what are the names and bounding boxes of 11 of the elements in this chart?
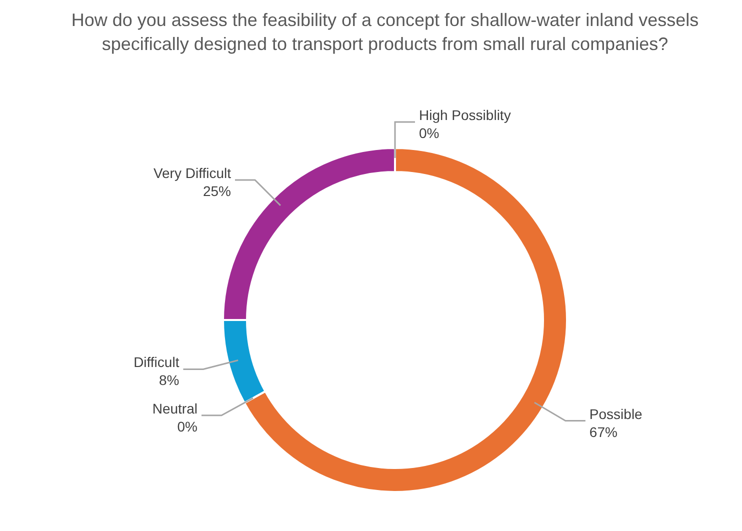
slice-label: Very Difficult: [153, 164, 232, 181]
text: 0%: [419, 125, 440, 141]
data-label: 25%: [202, 182, 231, 199]
chart-title: How do you assess the feasibility of a concept for shallow-water inland vessels specifically designed to transport products from small rural companies?: [71, 10, 699, 54]
legend-label: Neutral: [152, 400, 198, 416]
data-label: 67%: [589, 424, 618, 440]
slice-label: Possible: [589, 406, 643, 422]
data-label: 8%: [158, 372, 180, 388]
text: 0%: [177, 418, 198, 434]
slice-label: Difficult: [134, 354, 180, 370]
category-label: High Possiblity: [419, 107, 511, 123]
